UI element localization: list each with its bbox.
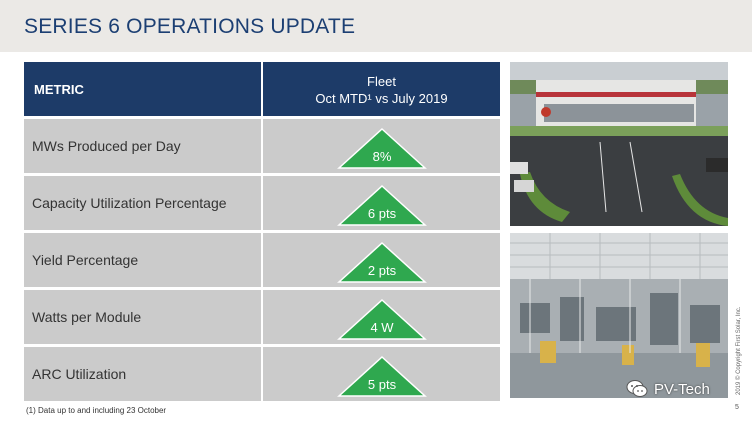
watermark: PV-Tech — [626, 378, 710, 400]
footnote: (1) Data up to and including 23 October — [26, 406, 167, 415]
value-cell: 2 pts — [263, 233, 500, 287]
header-fleet-line1: Fleet — [367, 74, 396, 89]
page-number: 5 — [735, 404, 739, 411]
wechat-icon — [626, 380, 648, 397]
factory-interior-photo — [510, 233, 728, 398]
metric-cell: Watts per Module — [24, 290, 261, 344]
factory-exterior-photo — [510, 62, 728, 226]
table-row: ARC Utilization 5 pts — [24, 347, 500, 401]
metric-label: ARC Utilization — [32, 366, 127, 382]
up-arrow-icon: 8% — [337, 127, 427, 169]
up-arrow-icon: 6 pts — [337, 184, 427, 226]
copyright-text: 2019 © Copyright First Solar, Inc. — [736, 306, 742, 395]
header-metric: METRIC — [24, 62, 261, 116]
title-bar: SERIES 6 OPERATIONS UPDATE — [0, 0, 752, 52]
watermark-text: PV-Tech — [654, 380, 710, 398]
table-row: Yield Percentage 2 pts — [24, 233, 500, 287]
metric-label: Capacity Utilization Percentage — [32, 195, 227, 211]
metric-value: 8% — [373, 149, 392, 164]
up-arrow-icon: 4 W — [337, 298, 427, 340]
page-title: SERIES 6 OPERATIONS UPDATE — [24, 15, 356, 38]
value-cell: 8% — [263, 119, 500, 173]
table-row: Watts per Module 4 W — [24, 290, 500, 344]
value-cell: 5 pts — [263, 347, 500, 401]
value-cell: 6 pts — [263, 176, 500, 230]
metric-value: 5 pts — [368, 377, 397, 392]
metric-cell: Yield Percentage — [24, 233, 261, 287]
metric-cell: Capacity Utilization Percentage — [24, 176, 261, 230]
metric-label: MWs Produced per Day — [32, 138, 181, 154]
metric-value: 4 W — [370, 320, 394, 335]
metric-value: 2 pts — [368, 263, 397, 278]
metric-cell: ARC Utilization — [24, 347, 261, 401]
table-row: Capacity Utilization Percentage 6 pts — [24, 176, 500, 230]
metric-value: 6 pts — [368, 206, 397, 221]
metric-label: Yield Percentage — [32, 252, 139, 268]
up-arrow-icon: 5 pts — [337, 355, 427, 397]
value-cell: 4 W — [263, 290, 500, 344]
header-fleet-line2: Oct MTD¹ vs July 2019 — [315, 91, 448, 106]
header-metric-label: METRIC — [34, 82, 84, 97]
metric-cell: MWs Produced per Day — [24, 119, 261, 173]
table-row: MWs Produced per Day 8% — [24, 119, 500, 173]
up-arrow-icon: 2 pts — [337, 241, 427, 283]
header-fleet: Fleet Oct MTD¹ vs July 2019 — [263, 62, 500, 116]
metric-label: Watts per Module — [32, 309, 142, 325]
